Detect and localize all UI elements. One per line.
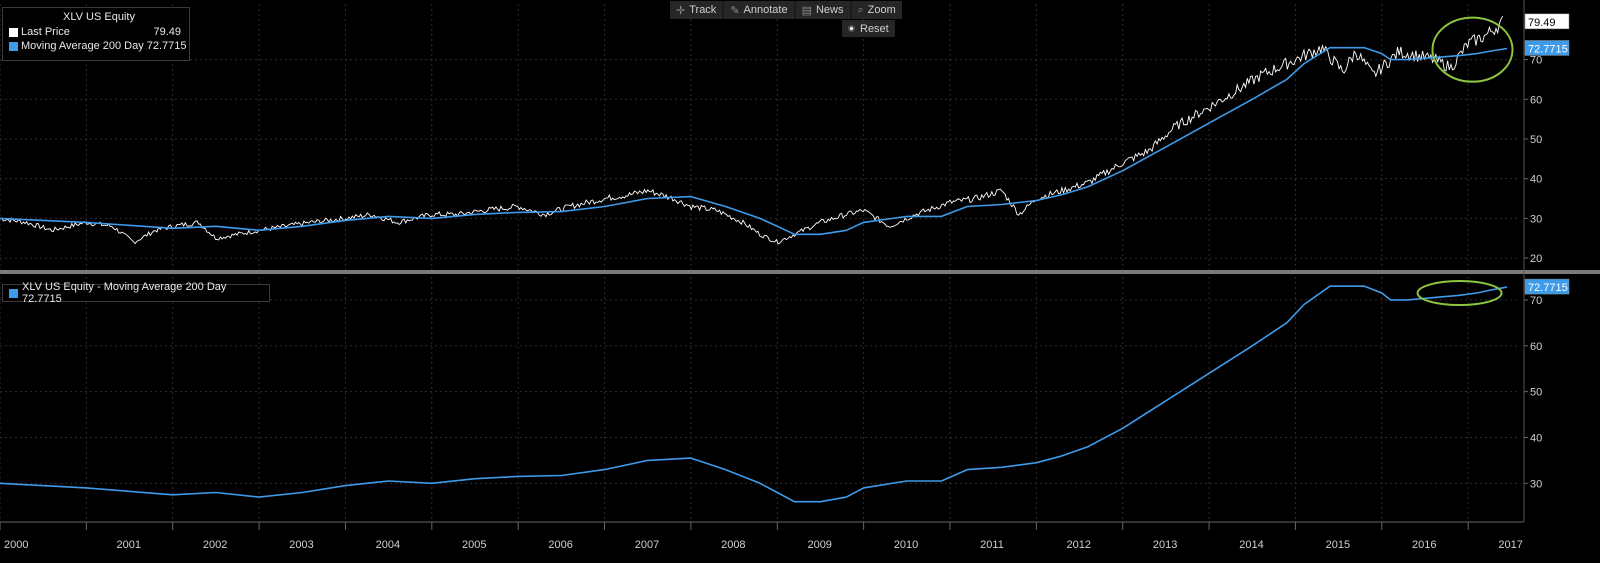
legend-last-price: Last Price [9,26,70,38]
zoom-button[interactable]: ⌕ Zoom [851,1,902,19]
blue-swatch-icon [9,41,18,51]
blue-swatch-icon [9,288,18,298]
x-tick-label: 2012 [1067,539,1091,551]
legend-moving-average: Moving Average 200 Day 72.7715 [9,40,187,52]
magnifier-icon: ⌕ [857,3,864,16]
crosshair-icon: ✛ [676,4,686,17]
ma-label: Moving Average 200 Day 72.7715 [21,40,187,52]
ma-badge-top: 72.7715 [1528,43,1568,55]
y-tick-label: 50 [1530,134,1542,146]
panel-divider [0,270,1600,274]
bottom-legend-label: XLV US Equity - Moving Average 200 Day 7… [21,281,227,305]
x-tick-label: 2013 [1153,539,1177,551]
last-price-value: 79.49 [153,26,181,38]
top-legend: XLV US Equity Last Price 79.49 Moving Av… [2,7,190,61]
x-tick-label: 2000 [4,539,28,551]
track-label: Track [689,4,717,16]
x-tick-label: 2010 [894,539,918,551]
zoom-label: Zoom [867,4,896,16]
x-tick-label: 2003 [289,539,313,551]
x-tick-label: 2016 [1412,539,1436,551]
x-tick-label: 2006 [548,539,572,551]
last-price-badge-box [1524,13,1570,30]
reset-icon [848,25,855,32]
y-tick-label: 70 [1530,295,1542,307]
pencil-icon: ✎ [730,4,740,17]
last-price-badge: 79.49 [1528,17,1556,29]
y-tick-label: 40 [1530,174,1542,186]
news-label: News [815,4,844,16]
x-tick-label: 2009 [807,539,831,551]
annotate-button[interactable]: ✎ Annotate [724,1,794,19]
chart-toolbar: ✛ Track ✎ Annotate ▤ News ⌕ Zoom [670,1,902,19]
ma-badge-bottom: 72.7715 [1528,282,1568,294]
x-tick-label: 2002 [203,539,227,551]
x-tick-label: 2011 [980,539,1004,551]
ma-badge-bottom-box [1524,278,1570,295]
legend-title: XLV US Equity [63,11,135,23]
white-swatch-icon [9,27,18,37]
y-tick-label: 30 [1530,213,1542,225]
x-tick-label: 2014 [1239,539,1263,551]
y-tick-label: 40 [1530,432,1542,444]
reset-button[interactable]: Reset [842,20,895,37]
track-button[interactable]: ✛ Track [670,1,723,19]
ma-series-line-bottom [0,285,1508,503]
price-series-line [0,15,1504,245]
y-tick-label: 60 [1530,94,1542,106]
news-icon: ▤ [801,4,812,17]
ma-series-line-top [0,46,1508,236]
highlight-ellipse-top [1431,16,1514,83]
y-tick-label: 30 [1530,478,1542,490]
x-tick-label: 2005 [462,539,486,551]
y-tick-label: 50 [1530,387,1542,399]
x-tick-label: 2004 [376,539,400,551]
x-tick-label: 2015 [1326,539,1350,551]
news-button[interactable]: ▤ News [795,1,850,19]
x-tick-label: 2001 [117,539,141,551]
y-tick-label: 20 [1530,253,1542,265]
bottom-legend: XLV US Equity - Moving Average 200 Day 7… [2,281,270,305]
y-tick-label: 70 [1530,55,1542,67]
reset-label: Reset [860,22,889,35]
x-tick-label: 2007 [635,539,659,551]
y-tick-label: 60 [1530,341,1542,353]
last-price-label: Last Price [21,26,70,38]
ma-badge-top-box [1524,40,1570,56]
x-tick-label: 2008 [721,539,745,551]
x-tick-label: 2017 [1498,539,1522,551]
annotate-label: Annotate [743,4,788,16]
highlight-ellipse-bottom [1416,280,1503,307]
